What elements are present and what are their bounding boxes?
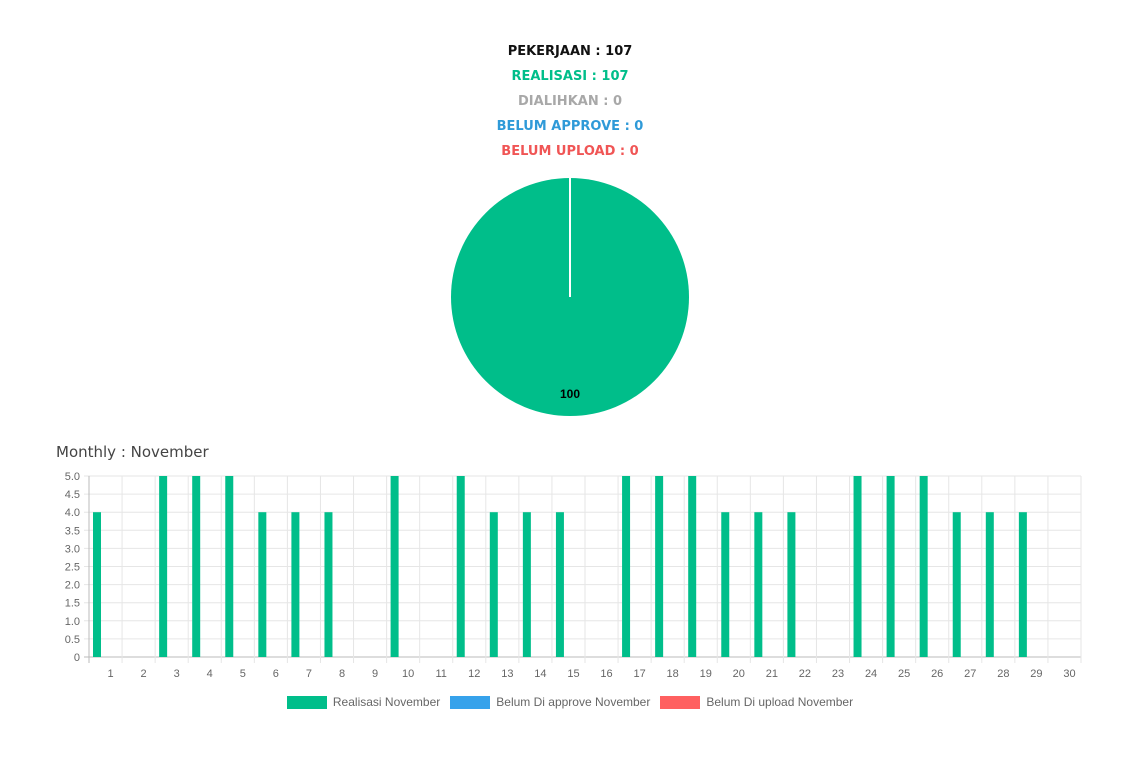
y-tick-label: 4.0 (65, 507, 80, 519)
chart-legend: Realisasi November Belum Di approve Nove… (0, 695, 1140, 709)
bar-realisasi-day-3[interactable] (159, 476, 168, 657)
x-tick-label: 3 (174, 668, 180, 680)
x-tick-label: 14 (534, 668, 546, 680)
y-tick-label: 1.5 (65, 598, 80, 610)
bar-realisasi-day-27[interactable] (952, 512, 961, 657)
bar-realisasi-day-29[interactable] (1018, 512, 1027, 657)
bar-realisasi-day-20[interactable] (721, 512, 730, 657)
x-tick-label: 13 (501, 668, 513, 680)
legend-item-belum-approve[interactable]: Belum Di approve November (450, 695, 650, 709)
bar-realisasi-day-10[interactable] (390, 476, 399, 657)
belum-approve-count: BELUM APPROVE : 0 (496, 119, 644, 134)
bar-realisasi-day-24[interactable] (853, 476, 862, 657)
bar-realisasi-day-7[interactable] (291, 512, 300, 657)
bar-realisasi-day-15[interactable] (555, 512, 564, 657)
x-tick-label: 27 (964, 668, 976, 680)
legend-label-belum-upload: Belum Di upload November (706, 695, 854, 709)
x-tick-label: 9 (372, 668, 378, 680)
bar-realisasi-day-13[interactable] (489, 512, 498, 657)
x-tick-label: 30 (1063, 668, 1075, 680)
x-tick-label: 7 (306, 668, 312, 680)
bar-realisasi-day-5[interactable] (225, 476, 234, 657)
y-tick-label: 3.5 (65, 525, 80, 537)
bar-realisasi-day-4[interactable] (192, 476, 201, 657)
legend-swatch-belum-upload (660, 695, 701, 709)
y-tick-label: 0.5 (65, 634, 80, 646)
bar-realisasi-day-17[interactable] (622, 476, 631, 657)
y-tick-label: 2.0 (65, 580, 80, 592)
legend-swatch-realisasi (286, 695, 327, 709)
y-tick-label: 4.5 (65, 489, 80, 501)
bar-realisasi-day-12[interactable] (456, 476, 465, 657)
x-tick-label: 1 (107, 668, 113, 680)
belum-upload-count: BELUM UPLOAD : 0 (501, 144, 639, 159)
legend-label-realisasi: Realisasi November (332, 695, 441, 709)
x-tick-label: 29 (1030, 668, 1042, 680)
x-tick-label: 2 (141, 668, 147, 680)
dialihkan-count: DIALIHKAN : 0 (518, 94, 622, 109)
monthly-title: Monthly : November (56, 443, 209, 461)
x-tick-label: 15 (567, 668, 579, 680)
bar-chart: 00.51.01.52.02.53.03.54.04.55.01 2 3 4 5 6 7 8 9… (65, 471, 1082, 680)
x-tick-label: 25 (898, 668, 910, 680)
x-tick-label: 26 (931, 668, 943, 680)
x-tick-label: 22 (799, 668, 811, 680)
x-tick-label: 4 (207, 668, 213, 680)
x-tick-label: 8 (339, 668, 345, 680)
y-tick-label: 3.0 (65, 543, 80, 555)
x-tick-label: 5 (240, 668, 246, 680)
x-tick-label: 19 (700, 668, 712, 680)
x-tick-label: 21 (766, 668, 778, 680)
x-tick-label: 18 (667, 668, 679, 680)
legend-swatch-belum-approve (450, 695, 491, 709)
x-tick-label: 24 (865, 668, 877, 680)
pie-chart: 100 (451, 178, 689, 416)
y-tick-label: 1.0 (65, 616, 80, 628)
bar-realisasi-day-14[interactable] (522, 512, 531, 657)
bar-realisasi-day-25[interactable] (886, 476, 895, 657)
bar-realisasi-day-28[interactable] (985, 512, 994, 657)
bar-realisasi-day-26[interactable] (919, 476, 928, 657)
bar-realisasi-day-21[interactable] (754, 512, 763, 657)
x-tick-label: 17 (633, 668, 645, 680)
x-tick-label: 20 (733, 668, 745, 680)
legend-item-realisasi[interactable]: Realisasi November (286, 695, 441, 709)
legend-label-belum-approve: Belum Di approve November (496, 695, 651, 709)
y-tick-label: 0 (74, 652, 80, 664)
bar-realisasi-day-8[interactable] (324, 512, 333, 657)
x-tick-label: 6 (273, 668, 279, 680)
bar-realisasi-day-19[interactable] (688, 476, 697, 657)
bar-realisasi-day-6[interactable] (258, 512, 267, 657)
pekerjaan-count: PEKERJAAN : 107 (507, 44, 633, 59)
x-tick-label: 28 (997, 668, 1009, 680)
realisasi-count: REALISASI : 107 (511, 69, 629, 84)
bar-realisasi-day-22[interactable] (787, 512, 796, 657)
bar-realisasi-day-18[interactable] (655, 476, 664, 657)
bar-realisasi-day-1[interactable] (93, 512, 101, 657)
x-tick-label: 10 (402, 668, 414, 680)
x-tick-label: 16 (600, 668, 612, 680)
legend-item-belum-upload[interactable]: Belum Di upload November (660, 695, 853, 709)
x-tick-label: 23 (832, 668, 844, 680)
pie-data-label: 100 (560, 387, 580, 401)
y-tick-label: 2.5 (65, 562, 80, 574)
y-tick-label: 5.0 (65, 471, 80, 483)
x-tick-label: 11 (435, 668, 446, 680)
x-tick-label: 12 (468, 668, 480, 680)
